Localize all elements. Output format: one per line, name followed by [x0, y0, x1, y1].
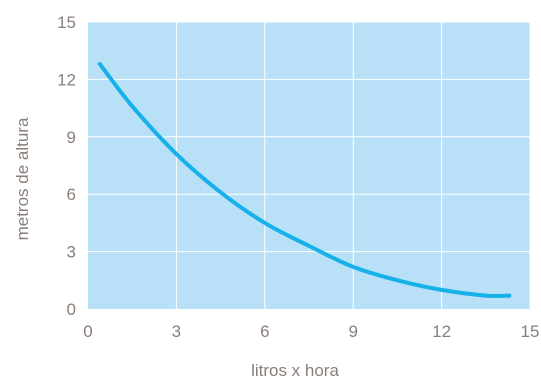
grid-lines [88, 21, 531, 309]
series-layer [97, 62, 512, 299]
y-axis-ticks: 0 3 6 9 12 15 [57, 13, 76, 319]
y-tick-label: 0 [67, 300, 76, 319]
x-axis-title: litros x hora [251, 361, 339, 380]
x-tick-label: 12 [432, 322, 451, 341]
y-tick-label: 15 [57, 13, 76, 32]
x-axis-ticks: 0 3 6 9 12 15 [83, 322, 539, 341]
y-tick-label: 3 [67, 243, 76, 262]
x-tick-label: 6 [260, 322, 269, 341]
y-tick-label: 6 [67, 185, 76, 204]
x-tick-label: 9 [348, 322, 357, 341]
series-line [97, 62, 512, 299]
x-tick-label: 15 [521, 322, 540, 341]
plot-background [88, 22, 530, 309]
x-tick-label: 3 [172, 322, 181, 341]
y-tick-label: 12 [57, 70, 76, 89]
y-axis-title: metros de altura [13, 117, 32, 240]
x-tick-label: 0 [83, 322, 92, 341]
y-tick-label: 9 [67, 128, 76, 147]
